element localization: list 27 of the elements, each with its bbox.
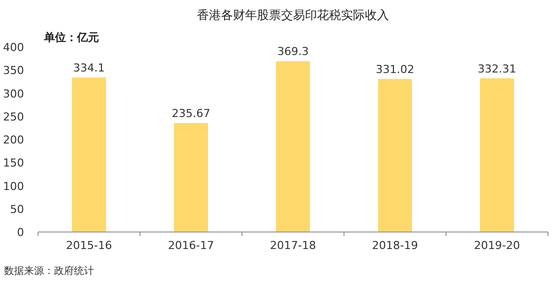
x-tick-label: 2016-17 (168, 239, 214, 252)
x-tick-label: 2018-19 (372, 239, 418, 252)
bar (72, 77, 106, 232)
x-tick-label: 2019-20 (474, 239, 520, 252)
bar (378, 78, 412, 232)
y-tick-label: 50 (10, 202, 24, 216)
y-tick-label: 150 (3, 156, 24, 170)
y-axis-title: 单位：亿元 (43, 31, 99, 44)
data-label: 331.02 (376, 62, 414, 76)
y-tick-label: 100 (3, 180, 24, 193)
data-label: 369.3 (277, 45, 309, 58)
y-tick-label: 400 (3, 41, 24, 54)
x-tick-label: 2017-18 (270, 239, 316, 252)
y-tick-label: 350 (3, 64, 24, 78)
bar (276, 61, 310, 232)
data-label: 334.1 (73, 61, 105, 74)
bar (174, 123, 208, 232)
data-label: 235.67 (172, 107, 210, 120)
y-tick-label: 200 (3, 134, 24, 146)
bar (480, 78, 514, 232)
y-tick-label: 250 (3, 110, 24, 124)
y-tick-label: 300 (3, 87, 24, 100)
y-tick-label: 0 (17, 226, 24, 239)
x-tick-label: 2015-16 (66, 239, 112, 252)
chart-title: 香港各财年股票交易印花税实际收入 (197, 8, 389, 22)
source-note: 数据来源：政府统计 (4, 265, 94, 277)
data-label: 332.31 (478, 62, 516, 76)
